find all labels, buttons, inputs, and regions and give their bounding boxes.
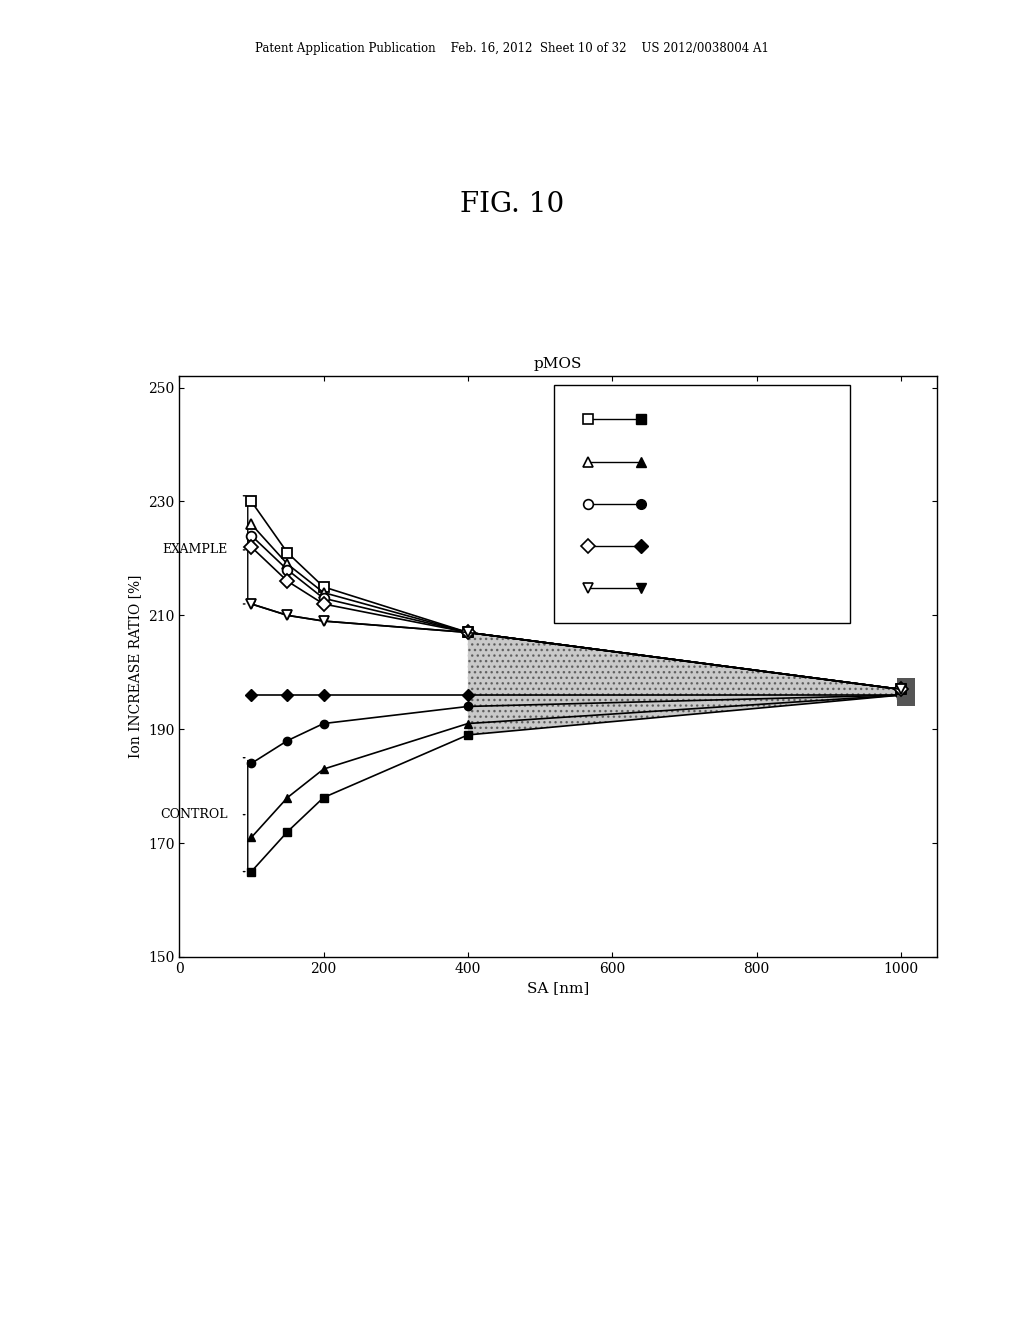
Text: STI_H=40nm: STI_H=40nm	[672, 498, 762, 511]
Text: FIG. 10: FIG. 10	[460, 191, 564, 218]
Y-axis label: Ion INCREASE RATIO [%]: Ion INCREASE RATIO [%]	[128, 574, 142, 759]
Text: STI_H=80nm: STI_H=80nm	[672, 413, 762, 426]
FancyBboxPatch shape	[554, 385, 850, 623]
X-axis label: SA [nm]: SA [nm]	[527, 981, 589, 995]
Text: STI_H=20nm: STI_H=20nm	[672, 540, 762, 553]
Text: CONTROL: CONTROL	[160, 808, 227, 821]
Text: Patent Application Publication    Feb. 16, 2012  Sheet 10 of 32    US 2012/00380: Patent Application Publication Feb. 16, …	[255, 42, 769, 55]
Text: EXAMPLE: EXAMPLE	[162, 544, 227, 556]
Title: pMOS: pMOS	[534, 356, 583, 371]
Text: STI_H=60nm: STI_H=60nm	[672, 455, 762, 469]
Text: STI_H=0nm: STI_H=0nm	[672, 582, 754, 595]
